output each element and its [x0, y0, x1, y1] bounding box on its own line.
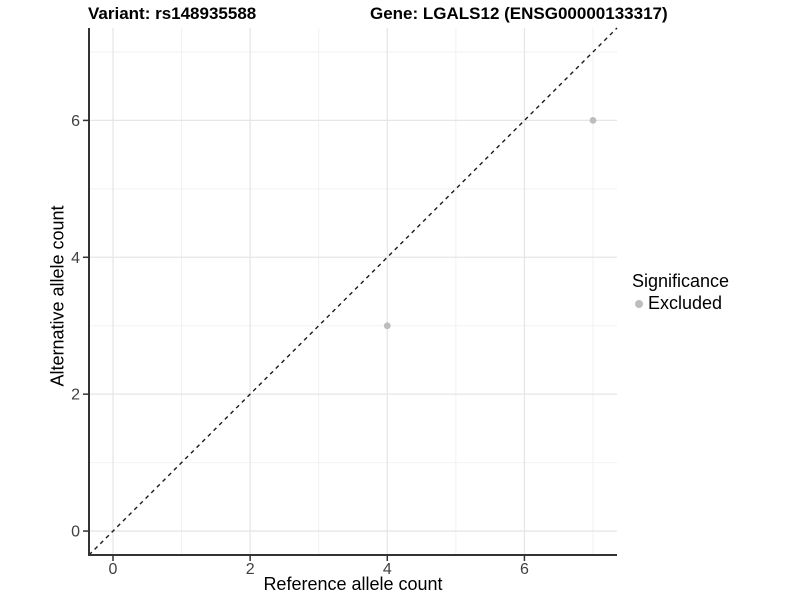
x-tick-label: 2 — [246, 561, 255, 578]
chart-title-variant: Variant: rs148935588 — [88, 4, 257, 23]
y-tick-label: 4 — [71, 250, 80, 267]
identity-dashed-line — [88, 27, 618, 556]
y-axis-title: Alternative allele count — [47, 205, 68, 387]
x-tick-label: 0 — [109, 561, 118, 578]
data-point — [383, 322, 391, 330]
x-axis-title: Reference allele count — [263, 574, 443, 594]
y-tick-label: 6 — [71, 113, 80, 130]
x-tick-label: 4 — [383, 561, 392, 578]
chart-title-gene: Gene: LGALS12 (ENSG00000133317) — [370, 4, 668, 23]
excluded-point-icon — [635, 299, 643, 308]
x-tick-label: 6 — [520, 561, 529, 578]
y-tick-label: 0 — [71, 524, 80, 541]
legend-item-label: Excluded — [648, 293, 723, 313]
legend-item-excluded: Excluded — [632, 293, 729, 314]
y-tick-label: 2 — [71, 387, 80, 404]
data-point — [589, 116, 597, 124]
legend-title: Significance — [632, 271, 730, 291]
legend: Significance Excluded — [632, 271, 729, 314]
